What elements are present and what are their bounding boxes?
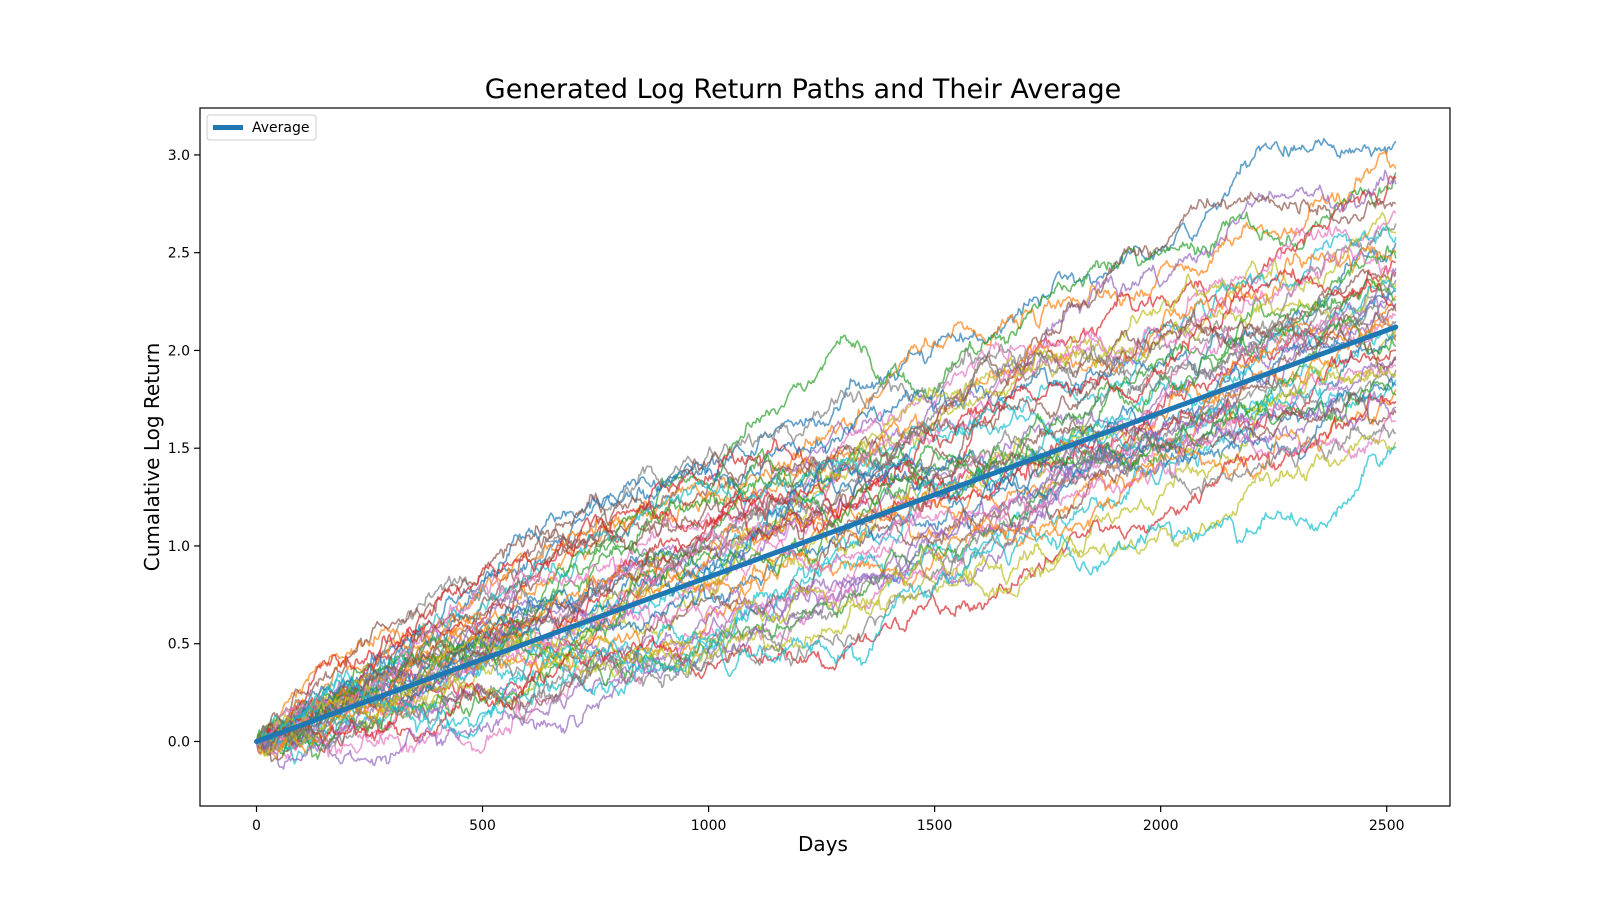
sample-path xyxy=(255,278,1396,760)
y-tick-label: 2.5 xyxy=(168,246,190,262)
x-tick-label: 2000 xyxy=(1143,818,1179,834)
x-tick-label: 2500 xyxy=(1369,818,1405,834)
plot-frame xyxy=(199,107,1451,807)
y-tick-label: 1.5 xyxy=(168,441,190,457)
sample-path xyxy=(255,169,1397,742)
sample-path xyxy=(255,211,1397,743)
sample-path xyxy=(255,445,1397,746)
x-tick-label: 0 xyxy=(252,818,261,834)
sample-path xyxy=(255,334,1397,750)
y-tick-label: 1.0 xyxy=(168,539,190,555)
x-tick-label: 500 xyxy=(469,818,496,834)
x-tick-label: 1500 xyxy=(917,818,953,834)
sample-path xyxy=(255,391,1397,770)
sample-path xyxy=(256,379,1397,745)
sample-path xyxy=(256,268,1397,750)
x-axis: 0 500 1000 1500 2000 2500 xyxy=(252,806,1405,834)
sample-path xyxy=(255,389,1397,760)
average-line xyxy=(254,324,1399,744)
sample-path xyxy=(255,411,1396,746)
y-tick-label: 3.0 xyxy=(168,148,190,164)
y-tick-label: 0.5 xyxy=(168,637,190,653)
sample-path xyxy=(255,423,1397,751)
y-tick-label: 2.0 xyxy=(168,343,190,359)
sample-path xyxy=(255,138,1397,749)
chart-title: Generated Log Return Paths and Their Ave… xyxy=(485,74,1121,105)
x-axis-label: Days xyxy=(798,832,848,856)
sample-path xyxy=(256,223,1397,745)
sample-path xyxy=(255,313,1396,759)
y-axis-label: Cumalative Log Return xyxy=(140,343,164,572)
legend: Average xyxy=(206,114,317,141)
legend-box xyxy=(206,114,317,141)
y-tick-label: 0.0 xyxy=(168,734,190,750)
sample-path xyxy=(256,316,1397,756)
sample-path xyxy=(256,305,1397,743)
legend-label-average: Average xyxy=(252,120,310,136)
x-tick-label: 1000 xyxy=(691,818,727,834)
average-layer xyxy=(254,324,1399,744)
sample-path xyxy=(255,150,1397,745)
paths-layer xyxy=(255,138,1397,770)
y-axis: 0.0 0.5 1.0 1.5 2.0 2.5 3.0 xyxy=(168,148,200,750)
sample-path xyxy=(255,363,1397,757)
